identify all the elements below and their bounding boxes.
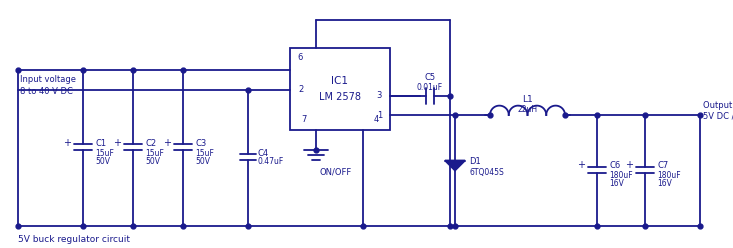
- Text: 5V buck regulator circuit: 5V buck regulator circuit: [18, 236, 130, 245]
- Text: 8 to 40 V DC: 8 to 40 V DC: [20, 88, 73, 96]
- Text: 3: 3: [377, 92, 382, 100]
- Text: 50V: 50V: [195, 156, 210, 165]
- Text: 15uF: 15uF: [145, 149, 164, 157]
- Text: D1: D1: [469, 157, 481, 166]
- Text: 50V: 50V: [145, 156, 160, 165]
- Text: 22uH: 22uH: [517, 104, 537, 114]
- Text: 15uF: 15uF: [195, 149, 214, 157]
- Text: LM 2578: LM 2578: [319, 92, 361, 102]
- Text: Output voltage: Output voltage: [703, 100, 733, 110]
- Text: C3: C3: [195, 138, 206, 148]
- Text: 6: 6: [298, 53, 303, 62]
- Text: +: +: [625, 160, 633, 171]
- Text: C6: C6: [609, 161, 620, 170]
- Text: C7: C7: [657, 161, 668, 170]
- Text: IC1: IC1: [331, 76, 348, 86]
- Text: +: +: [577, 160, 585, 171]
- Text: 0.01uF: 0.01uF: [417, 83, 443, 92]
- Text: C1: C1: [95, 138, 106, 148]
- Text: 1: 1: [377, 111, 382, 120]
- Bar: [290, 48, 390, 130]
- Text: C2: C2: [145, 138, 156, 148]
- Text: 50V: 50V: [95, 156, 110, 165]
- Text: 5V DC / 5A: 5V DC / 5A: [703, 112, 733, 121]
- Text: L1: L1: [522, 94, 533, 103]
- Polygon shape: [445, 160, 465, 171]
- Text: +: +: [113, 138, 121, 148]
- Text: 2: 2: [298, 86, 303, 94]
- Text: 16V: 16V: [609, 179, 624, 188]
- Text: 180uF: 180uF: [657, 171, 681, 180]
- Text: 7: 7: [301, 116, 306, 124]
- Text: ON/OFF: ON/OFF: [320, 167, 353, 177]
- Text: Input voltage: Input voltage: [20, 75, 76, 85]
- Text: C4: C4: [258, 149, 269, 157]
- Text: 180uF: 180uF: [609, 171, 633, 180]
- Text: 4: 4: [373, 116, 379, 124]
- Text: 0.47uF: 0.47uF: [258, 157, 284, 166]
- Text: +: +: [63, 138, 71, 148]
- Text: C5: C5: [424, 73, 435, 83]
- Text: 16V: 16V: [657, 179, 672, 188]
- Text: +: +: [163, 138, 171, 148]
- Text: 15uF: 15uF: [95, 149, 114, 157]
- Text: 6TQ045S: 6TQ045S: [469, 168, 504, 177]
